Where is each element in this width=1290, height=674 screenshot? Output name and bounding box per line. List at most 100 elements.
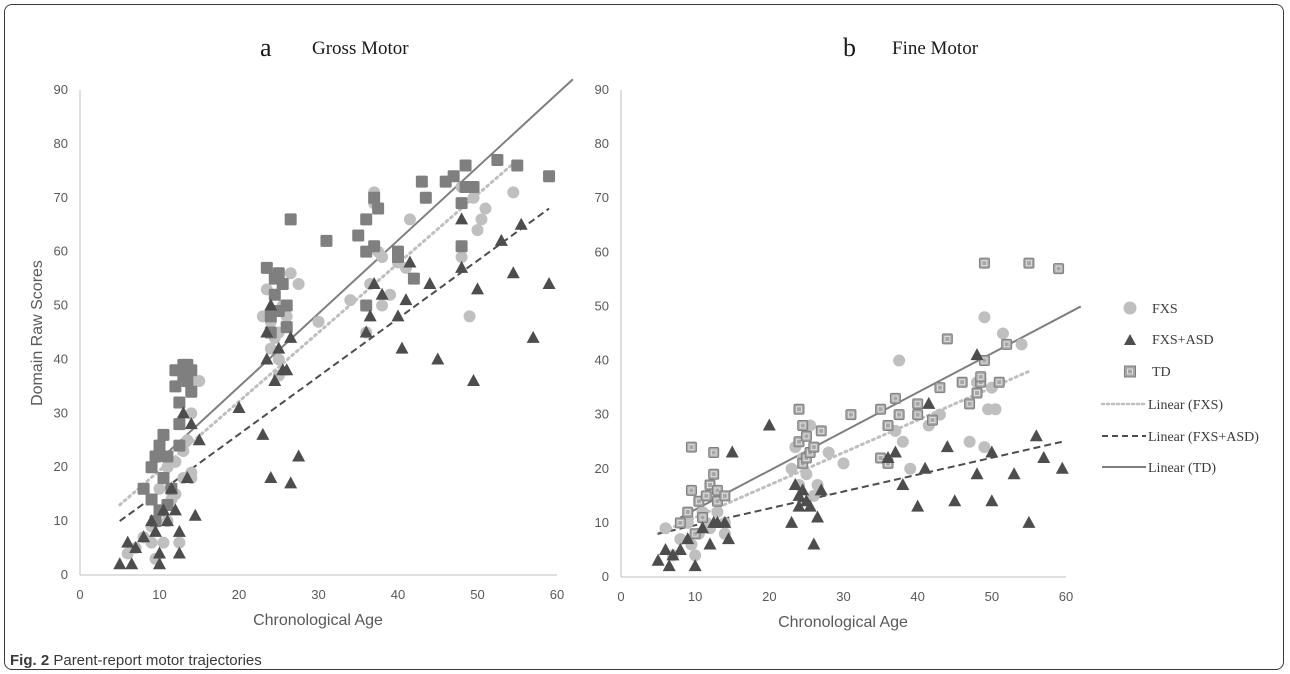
fine-point-fxs xyxy=(904,462,917,475)
fine-point-td-inner xyxy=(877,406,884,413)
fine-point-td-inner xyxy=(688,487,695,494)
gross-point-fxs-asd xyxy=(268,374,282,386)
gross-y-tick-label: 50 xyxy=(54,298,68,313)
gross-point-fxs-asd xyxy=(168,503,182,516)
gross-point-td xyxy=(320,234,333,247)
fine-point-fxs xyxy=(711,506,724,519)
gross-point-fxs xyxy=(284,267,297,280)
gross-point-td xyxy=(185,364,198,377)
fine-y-tick-label: 30 xyxy=(595,407,609,422)
fine-point-fxs-asd xyxy=(792,499,806,512)
gross-point-fxs-asd xyxy=(399,293,413,306)
fine-point-td-inner xyxy=(914,411,921,418)
gross-point-fxs-asd xyxy=(176,406,190,419)
fine-point-td-inner xyxy=(677,519,684,526)
fine-point-fxs-asd xyxy=(881,450,895,463)
panel-a-y-axis-title: Domain Raw Scores xyxy=(29,260,46,406)
fine-point-td-inner xyxy=(799,422,806,429)
gross-point-fxs xyxy=(292,278,305,290)
fine-y-tick-label: 60 xyxy=(595,244,609,259)
gross-point-td xyxy=(455,240,468,253)
fine-point-td xyxy=(800,430,812,442)
fine-point-td-inner xyxy=(714,487,721,494)
gross-point-fxs-asd xyxy=(260,352,274,365)
fine-point-td xyxy=(808,441,820,453)
fine-point-td xyxy=(793,403,805,415)
fine-point-fxs xyxy=(896,435,909,448)
fine-point-fxs xyxy=(893,354,906,367)
gross-point-fxs-asd xyxy=(391,309,405,322)
fine-point-fxs-asd xyxy=(911,499,925,512)
gross-point-fxs-asd xyxy=(284,330,298,343)
fine-point-td-inner xyxy=(803,433,810,440)
fine-point-fxs-asd xyxy=(722,532,736,545)
gross-point-td xyxy=(447,170,460,183)
gross-y-tick-label: 10 xyxy=(54,513,68,528)
gross-point-fxs-asd xyxy=(160,514,174,527)
gross-point-td xyxy=(360,213,373,226)
fine-point-fxs-asd xyxy=(970,348,984,361)
gross-point-fxs-asd xyxy=(494,233,508,246)
fine-point-fxs-asd xyxy=(788,478,802,491)
legend-linear-fxs-label: Linear (FXS) xyxy=(1148,398,1223,413)
fine-point-td-inner xyxy=(1025,260,1032,267)
fine-point-td xyxy=(1023,257,1035,269)
gross-point-fxs-asd xyxy=(292,449,306,462)
fine-point-td-inner xyxy=(929,417,936,424)
gross-x-tick-label: 10 xyxy=(152,587,166,602)
legend-fxs-marker xyxy=(1123,301,1137,315)
fine-point-td xyxy=(971,387,983,399)
gross-point-td xyxy=(372,202,385,215)
fine-point-td-inner xyxy=(892,395,899,402)
gross-point-fxs-asd xyxy=(471,282,484,295)
gross-point-fxs-asd xyxy=(121,535,135,548)
gross-trendline-fxs xyxy=(118,158,519,507)
fine-point-fxs xyxy=(996,327,1009,340)
fine-point-fxs-asd xyxy=(985,445,999,458)
gross-point-td xyxy=(459,159,472,172)
panel-b-x-axis-title: Chronological Age xyxy=(778,614,908,631)
gross-point-fxs-asd xyxy=(542,277,556,289)
fine-point-fxs xyxy=(837,457,850,470)
fine-point-td-inner xyxy=(959,379,966,386)
gross-x-tick-label: 50 xyxy=(470,587,484,602)
gross-point-td xyxy=(137,482,150,495)
gross-point-td xyxy=(161,450,174,463)
gross-point-fxs-asd xyxy=(172,524,186,537)
fine-point-td-inner xyxy=(885,422,891,429)
gross-point-fxs-asd xyxy=(149,524,163,537)
gross-x-tick-label: 30 xyxy=(311,587,325,602)
gross-point-fxs-asd xyxy=(264,298,278,311)
gross-point-fxs xyxy=(157,536,170,549)
fine-point-td xyxy=(964,398,976,410)
fine-point-td xyxy=(1053,263,1065,275)
gross-point-fxs xyxy=(376,299,389,312)
gross-point-td xyxy=(407,272,420,285)
gross-point-fxs-asd xyxy=(272,341,286,354)
gross-point-td xyxy=(173,439,186,452)
gross-point-fxs-asd xyxy=(375,287,389,300)
fine-point-fxs-asd xyxy=(985,494,999,507)
gross-y-tick-label: 0 xyxy=(61,567,68,582)
gross-point-fxs-asd xyxy=(264,471,278,483)
gross-point-fxs xyxy=(467,191,480,204)
fine-point-td-inner xyxy=(944,335,951,342)
fine-point-fxs-asd xyxy=(785,515,799,528)
gross-x-tick-label: 60 xyxy=(550,587,564,602)
legend-td-marker-inner xyxy=(1127,368,1133,375)
gross-point-fxs xyxy=(479,202,492,215)
gross-point-fxs-asd xyxy=(232,400,246,413)
gross-x-tick-label: 40 xyxy=(391,587,405,602)
fine-point-fxs-asd xyxy=(688,559,702,572)
gross-point-td xyxy=(419,191,432,204)
fine-y-tick-label: 10 xyxy=(595,515,609,530)
gross-point-fxs-asd xyxy=(455,260,469,273)
caption-text: Parent-report motor trajectories xyxy=(53,652,262,669)
gross-point-fxs-asd xyxy=(192,433,206,446)
fine-point-fxs-asd xyxy=(1022,515,1036,528)
gross-point-fxs-asd xyxy=(113,557,127,570)
fine-point-td-inner xyxy=(684,509,691,516)
gross-point-fxs-asd xyxy=(395,341,409,354)
fine-y-tick-label: 80 xyxy=(595,136,609,151)
fine-point-fxs xyxy=(989,403,1002,416)
